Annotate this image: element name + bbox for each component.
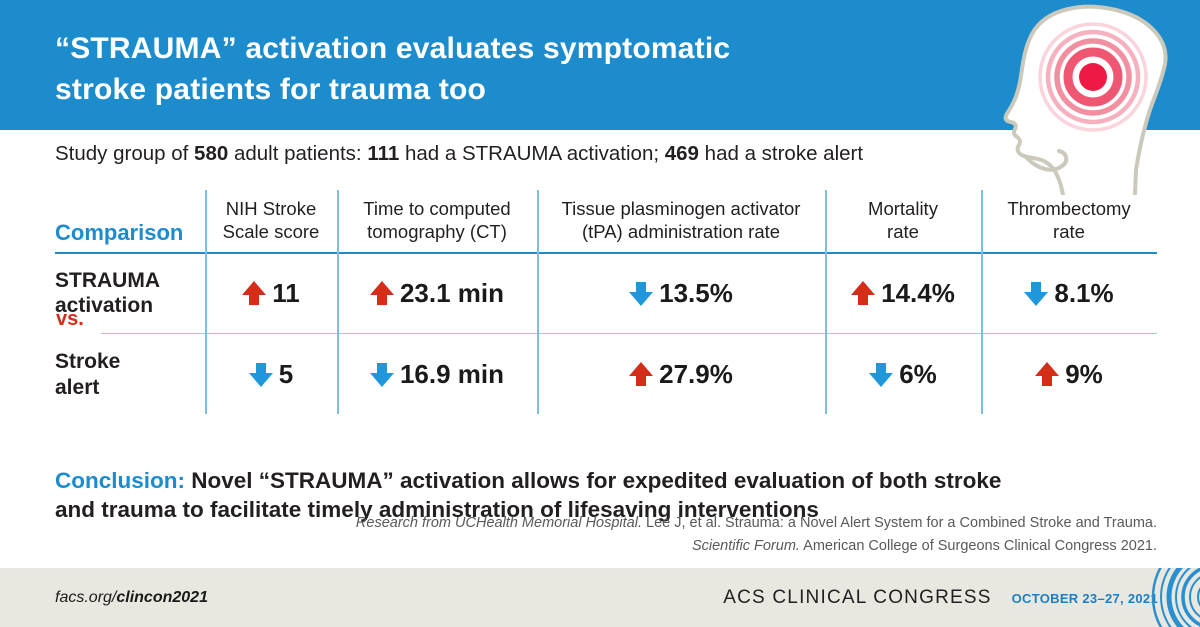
cell-value: 9% — [1065, 359, 1103, 389]
conclusion-text: Novel “STRAUMA” activation allows for ex… — [55, 467, 1002, 523]
radiating-target-icon — [1038, 22, 1148, 132]
table-cell: 23.1 min — [337, 252, 537, 334]
study-text: Study group of — [55, 142, 195, 165]
header-divider-line — [55, 252, 1157, 255]
table-cell: 13.5% — [537, 252, 825, 334]
column-header-nihss: NIH Stroke Scale score — [222, 197, 320, 242]
table-cell: 5 — [205, 334, 337, 415]
congress-name: ACS CLINICAL CONGRESS — [723, 586, 992, 608]
column-divider-line — [205, 190, 207, 414]
citation-line-1: Research from UCHealth Memorial Hospital… — [100, 512, 1157, 535]
column-divider-line — [825, 190, 827, 414]
strauma-count: 111 — [367, 142, 400, 165]
research-citation: Research from UCHealth Memorial Hospital… — [100, 512, 1157, 558]
trend-arrow-icon — [629, 280, 654, 307]
citation-congress-text: American College of Surgeons Clinical Co… — [799, 538, 1157, 555]
url-campaign: clincon2021 — [116, 588, 208, 606]
comparison-header: Comparison — [55, 219, 184, 245]
column-divider-line — [981, 190, 983, 414]
table-cell: 9% — [981, 334, 1157, 415]
table-cell: 14.4% — [825, 252, 981, 334]
trend-arrow-icon — [1035, 361, 1060, 388]
citation-line-2: Scientific Forum. American College of Su… — [100, 535, 1157, 558]
trend-arrow-icon — [629, 361, 654, 388]
table-cell: 16.9 min — [337, 334, 537, 415]
column-header-ct-time: Time to computed tomography (CT) — [363, 197, 511, 242]
citation-source-text: Lee J, et al. Strauma: a Novel Alert Sys… — [642, 515, 1157, 531]
row-divider-line — [101, 333, 1157, 335]
column-header-thrombectomy: Thrombectomy rate — [1007, 197, 1131, 242]
study-text: had a stroke alert — [698, 142, 864, 165]
conclusion-label: Conclusion: — [55, 467, 185, 493]
table-cell: 8.1% — [981, 252, 1157, 334]
column-divider-line — [537, 190, 539, 414]
trend-arrow-icon — [869, 361, 894, 388]
cell-value: 11 — [272, 277, 300, 308]
head-stroke-target-icon — [1003, 4, 1168, 195]
row-label-strauma: STRAUMA activation — [55, 268, 160, 317]
page-title: “STRAUMA” activation evaluates symptomat… — [55, 32, 731, 107]
concentric-arcs-decoration — [1151, 568, 1200, 627]
trend-arrow-icon — [1024, 280, 1049, 307]
footer-bar: facs.org/clincon2021 ACS CLINICAL CONGRE… — [0, 568, 1200, 627]
table-cell: 6% — [825, 334, 981, 415]
total-patients-count: 580 — [194, 142, 229, 165]
trend-arrow-icon — [369, 280, 394, 307]
cell-value: 14.4% — [881, 277, 955, 308]
citation-source-italic: Research from UCHealth Memorial Hospital… — [355, 515, 642, 531]
column-header-mortality: Mortality rate — [868, 197, 938, 242]
vs-label: vs. — [56, 308, 84, 330]
cell-value: 6% — [899, 359, 937, 389]
url-prefix: facs.org/ — [55, 588, 117, 606]
study-group-summary: Study group of 580 adult patients: 111 h… — [55, 142, 863, 166]
cell-value: 8.1% — [1054, 277, 1114, 308]
cell-value: 23.1 min — [399, 277, 505, 308]
study-text: adult patients: — [228, 142, 368, 165]
conclusion-block: Conclusion: Novel “STRAUMA” activation a… — [55, 436, 1115, 525]
congress-url-link[interactable]: facs.org/clincon2021 — [55, 589, 208, 607]
header-banner: “STRAUMA” activation evaluates symptomat… — [0, 0, 1200, 130]
table-cell: 27.9% — [537, 334, 825, 415]
row-label-stroke-alert: Stroke alert — [55, 350, 121, 399]
comparison-table: Comparison NIH Stroke Scale score Time t… — [55, 188, 1157, 415]
trend-arrow-icon — [248, 361, 273, 388]
column-header-tpa-rate: Tissue plasminogen activator (tPA) admin… — [561, 197, 801, 242]
column-divider-line — [337, 190, 339, 414]
citation-forum-italic: Scientific Forum. — [691, 538, 800, 555]
trend-arrow-icon — [369, 361, 394, 388]
study-text: had a STRAUMA activation; — [399, 142, 665, 165]
congress-dates: OCTOBER 23–27, 2021 — [1011, 590, 1158, 606]
cell-value: 27.9% — [659, 359, 733, 389]
cell-value: 13.5% — [659, 277, 733, 308]
table-cell: 11 — [205, 252, 337, 334]
cell-value: 5 — [278, 359, 294, 389]
stroke-alert-count: 469 — [664, 142, 699, 165]
trend-arrow-icon — [242, 280, 267, 307]
trend-arrow-icon — [851, 280, 876, 307]
cell-value: 16.9 min — [399, 359, 505, 389]
